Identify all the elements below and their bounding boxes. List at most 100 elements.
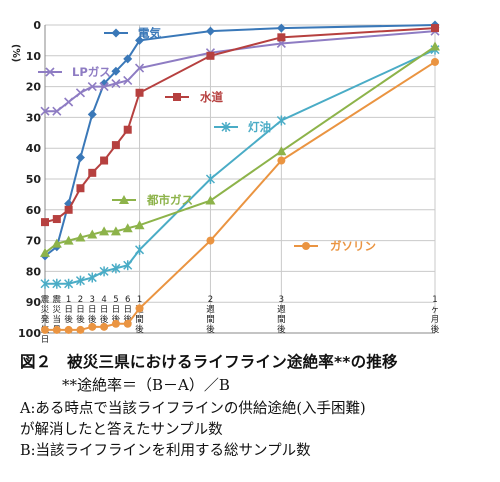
data-point bbox=[52, 106, 62, 116]
caption-definition-a-cont: が解消したと答えたサンプル数 bbox=[20, 422, 223, 438]
data-point bbox=[276, 23, 286, 33]
data-point bbox=[123, 319, 132, 328]
data-point bbox=[431, 24, 439, 33]
data-point bbox=[206, 236, 215, 245]
x-tick-label: 1 日後 bbox=[64, 295, 73, 325]
x-tick-label: 1週間後 bbox=[135, 295, 144, 335]
series-gasoline bbox=[41, 57, 439, 334]
data-point bbox=[221, 122, 231, 132]
series-label-gasoline: ガソリン bbox=[330, 239, 376, 253]
series-line bbox=[44, 24, 436, 257]
y-tick-label: 90 bbox=[26, 296, 42, 309]
x-tick-label: 6日後 bbox=[123, 295, 132, 325]
data-point bbox=[64, 278, 74, 289]
y-tick-label: 100 bbox=[18, 327, 41, 340]
y-tick-label: 50 bbox=[26, 173, 42, 186]
x-tick-label: 4 日後 bbox=[100, 295, 109, 325]
data-point bbox=[123, 54, 133, 64]
y-axis-label: (%) bbox=[10, 44, 21, 62]
data-point bbox=[123, 75, 133, 86]
y-tick-label: 20 bbox=[26, 81, 42, 94]
caption-definition-a: A:ある時点で当該ライフラインの供給途絶(入手困難) bbox=[20, 401, 366, 417]
line-chart: 0102030405060708090100震災発生日震災当日1日後2日後3日後… bbox=[10, 19, 440, 345]
series-line bbox=[45, 48, 436, 285]
series-label-city-gas: 都市ガス bbox=[146, 193, 193, 207]
data-point bbox=[52, 215, 61, 224]
data-point bbox=[76, 325, 85, 334]
series-label-kerosene: 灯油 bbox=[248, 120, 271, 134]
series-water bbox=[41, 24, 439, 227]
data-point bbox=[119, 195, 129, 204]
series-label-electricity: 電気 bbox=[138, 26, 161, 40]
data-point bbox=[111, 263, 121, 274]
data-point bbox=[40, 278, 50, 289]
data-point bbox=[75, 275, 85, 286]
series-label-water: 水道 bbox=[200, 90, 223, 104]
y-tick-label: 30 bbox=[26, 111, 42, 124]
caption-definition-b: B:当該ライフラインを利用する総サンプル数 bbox=[20, 443, 311, 459]
data-point bbox=[205, 174, 215, 184]
data-point bbox=[99, 82, 109, 92]
figure-caption: 図２ 被災三県におけるライフライン途絶率**の推移 **途絶率＝（B－A）／B … bbox=[20, 350, 490, 462]
data-point bbox=[135, 35, 145, 45]
x-tick-label: 3 日後 bbox=[88, 295, 97, 325]
data-point bbox=[302, 242, 310, 250]
y-tick-label: 40 bbox=[26, 142, 42, 155]
caption-title: 図２ 被災三県におけるライフライン途絶率**の推移 bbox=[20, 353, 398, 371]
y-tick-label: 0 bbox=[33, 19, 41, 32]
data-point bbox=[431, 57, 439, 66]
data-point bbox=[40, 247, 50, 257]
data-point bbox=[64, 205, 73, 214]
data-point bbox=[88, 322, 97, 331]
data-point bbox=[123, 260, 133, 271]
data-point bbox=[276, 146, 287, 156]
data-point bbox=[87, 109, 97, 119]
x-tick-label: 1 ヶ月後 bbox=[431, 295, 440, 335]
data-point bbox=[205, 26, 215, 36]
data-point bbox=[51, 238, 62, 248]
y-tick-label: 10 bbox=[26, 50, 42, 63]
data-point bbox=[134, 63, 145, 73]
data-point bbox=[135, 88, 144, 97]
series-kerosene bbox=[40, 44, 440, 289]
data-point bbox=[277, 33, 286, 42]
y-tick-label: 80 bbox=[26, 265, 42, 278]
data-point bbox=[99, 266, 109, 277]
series-electricity bbox=[40, 20, 440, 261]
data-point bbox=[41, 218, 49, 227]
data-point bbox=[205, 195, 216, 205]
data-point bbox=[111, 28, 121, 38]
caption-note: **途絶率＝（B－A）／B bbox=[62, 376, 230, 394]
y-tick-label: 60 bbox=[26, 204, 42, 217]
x-tick-label: 3 週間後 bbox=[277, 295, 286, 335]
data-point bbox=[122, 223, 133, 233]
data-point bbox=[87, 272, 97, 283]
data-point bbox=[100, 322, 109, 331]
data-point bbox=[87, 82, 97, 92]
y-tick-label: 70 bbox=[26, 235, 42, 248]
data-point bbox=[75, 232, 86, 242]
data-point bbox=[40, 106, 50, 116]
data-point bbox=[41, 325, 49, 334]
series-line bbox=[45, 61, 436, 331]
series-city-gas bbox=[40, 41, 440, 257]
data-point bbox=[63, 235, 74, 245]
data-point bbox=[100, 156, 109, 165]
data-point bbox=[123, 125, 132, 134]
data-point bbox=[52, 325, 61, 334]
data-point bbox=[45, 67, 55, 77]
data-point bbox=[111, 319, 120, 328]
data-point bbox=[206, 51, 215, 60]
x-tick-label: 5日後 bbox=[112, 295, 121, 325]
data-point bbox=[87, 229, 98, 239]
data-point bbox=[135, 244, 145, 255]
data-point bbox=[173, 93, 181, 101]
x-tick-label: 2 週間後 bbox=[206, 295, 215, 335]
series-line bbox=[44, 27, 436, 224]
data-point bbox=[111, 141, 120, 150]
data-point bbox=[75, 152, 85, 162]
data-point bbox=[110, 226, 121, 236]
data-point bbox=[277, 156, 286, 165]
data-point bbox=[99, 226, 110, 236]
